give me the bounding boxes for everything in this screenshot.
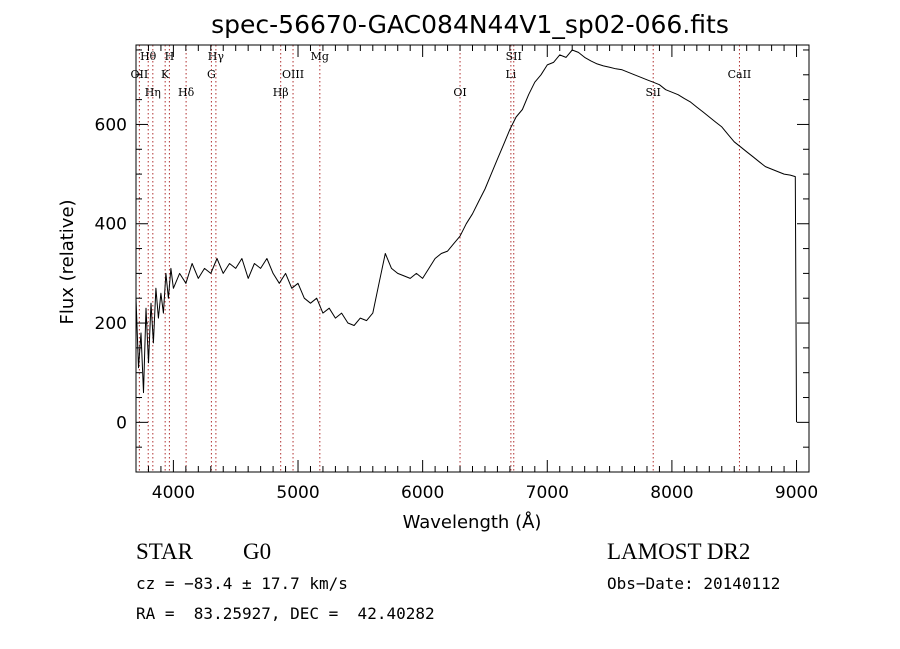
spectral-line-label: Hγ: [208, 50, 225, 63]
object-subclass: G0: [243, 539, 272, 564]
spectral-line-label: Li: [505, 68, 516, 81]
x-tick-label: 7000: [526, 483, 569, 503]
redshift-velocity: cz = −83.4 ± 17.7 km/s: [136, 574, 348, 593]
spectral-line-label: SII: [506, 50, 522, 63]
axis-ticks: 4000 5000 6000 7000 8000 9000 0 200 400 600: [95, 45, 818, 503]
chart-title: spec-56670-GAC084N44V1_sp02-066.fits: [211, 10, 729, 39]
y-tick-label: 400: [95, 215, 127, 235]
spectral-line-label: OIII: [282, 68, 304, 81]
spectral-line-label: Hη: [145, 86, 161, 99]
spectral-line-label: G: [207, 68, 216, 81]
x-tick-label: 9000: [775, 483, 818, 503]
plot-frame: [135, 44, 810, 473]
x-tick-label: 5000: [276, 483, 319, 503]
x-tick-label: 6000: [401, 483, 444, 503]
spectral-line-label: H: [165, 50, 175, 63]
object-class: STAR: [136, 539, 193, 564]
y-tick-label: 200: [95, 314, 127, 334]
y-axis-label: Flux (relative): [57, 199, 78, 324]
spectral-line-label: Hθ: [140, 50, 157, 63]
sky-coordinates: RA = 83.25927, DEC = 42.40282: [136, 604, 435, 623]
spectral-line-label: CaII: [728, 68, 752, 81]
spectral-line-label: Hβ: [273, 86, 289, 99]
spectral-line-label: Mg: [311, 50, 329, 63]
spectrum-line: [135, 49, 797, 423]
y-tick-label: 600: [95, 115, 127, 135]
spectral-line-label: K: [161, 68, 170, 81]
x-axis-label: Wavelength (Å): [403, 511, 542, 533]
survey-name: LAMOST DR2: [607, 539, 751, 564]
x-tick-label: 4000: [152, 483, 195, 503]
spectral-line-label: OI: [453, 86, 466, 99]
spectral-line-label: SiI: [646, 86, 661, 99]
observation-date: Obs−Date: 20140112: [607, 574, 781, 593]
spectral-line-label: Hδ: [178, 86, 195, 99]
x-tick-label: 8000: [650, 483, 693, 503]
y-tick-label: 0: [116, 413, 127, 433]
